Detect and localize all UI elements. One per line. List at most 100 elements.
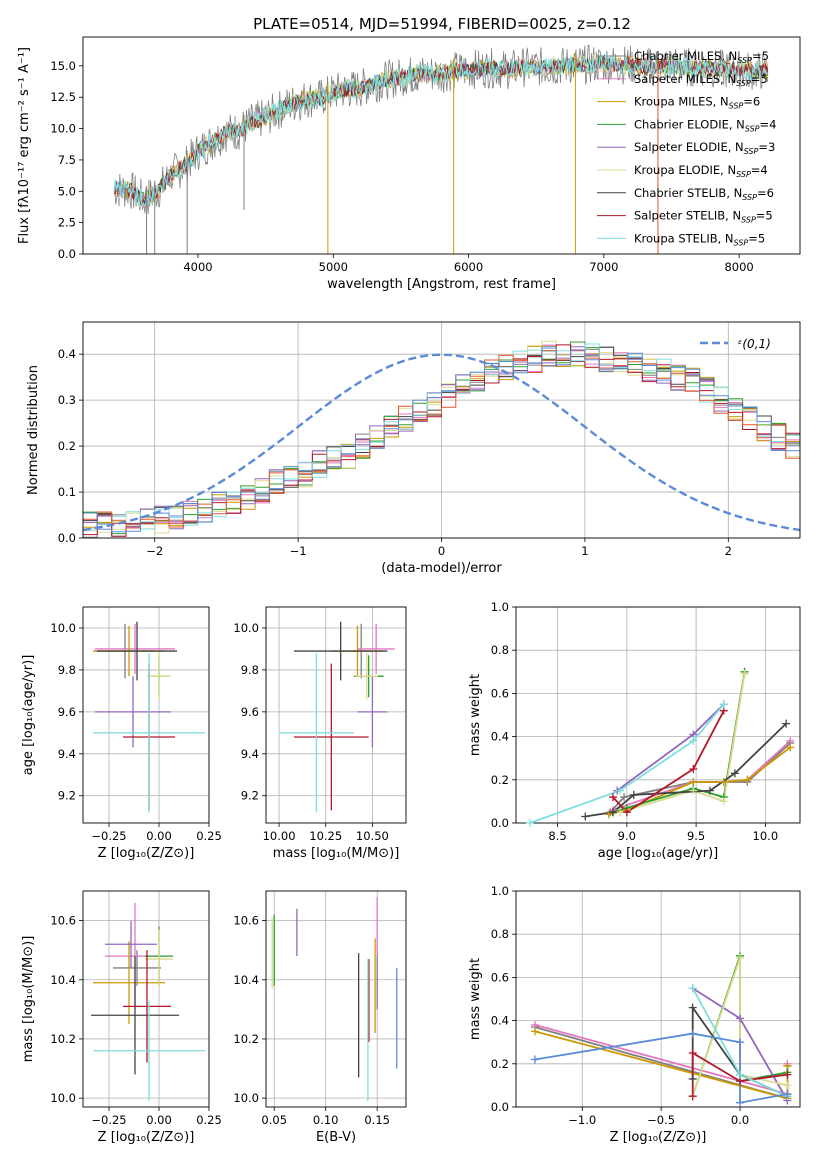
point-marker-chabrier_stelib: [608, 808, 617, 817]
y-tick-label: 10.6: [50, 914, 76, 928]
x-tick-label: 2: [725, 544, 732, 558]
point-marker-kroupa_miles: [604, 810, 613, 819]
point-marker-kroupa_stelib: [736, 1070, 745, 1079]
y-tick-label: 9.8: [241, 663, 259, 677]
chart-age_vs_mass: 10.00 10.25 10.50 9.2 9.4 9.6 9.8 10.0 mass [log…: [233, 606, 407, 861]
y-tick-label: 9.4: [58, 747, 76, 761]
point-marker-chabrier_stelib: [730, 769, 739, 778]
y-tick-label: 0.2: [491, 1057, 509, 1071]
x-tick-label: 10.00: [263, 829, 296, 843]
point-marker-kroupa_stelib: [615, 786, 624, 795]
y-tick-label: 0.0: [491, 1100, 509, 1114]
y-tick-label: 0.1: [58, 485, 76, 499]
y-tick-label: 10.4: [233, 973, 259, 987]
plot-area: [83, 322, 800, 538]
axes-frame: [265, 890, 407, 1108]
axes-frame: [82, 606, 210, 824]
y-tick-label: 2.5: [58, 216, 76, 230]
axes-frame: [82, 321, 801, 539]
y-tick-label: 0.2: [491, 773, 509, 787]
y-tick-label: 7.5: [58, 153, 76, 167]
x-tick-label: 1: [581, 544, 588, 558]
x-tick-label: 0.15: [364, 1113, 390, 1127]
histogram-step: [83, 343, 800, 538]
y-tick-label: 0.3: [58, 393, 76, 407]
x-tick-label: 7000: [589, 260, 618, 274]
point-marker-salpeter_stelib: [622, 808, 631, 817]
y-tick-label: 1.0: [491, 600, 509, 614]
spectrum-line-chabrier_miles: [113, 44, 769, 215]
legend-label: Chabrier MILES, NSSP=5: [634, 49, 769, 65]
y-tick-label: 10.0: [233, 1091, 259, 1105]
x-tick-label: 4000: [183, 260, 212, 274]
x-tick-label: 10.0: [753, 829, 779, 843]
chart-age_vs_Z: −0.25 0.00 0.25 9.2 9.4 9.6 9.8 10.0 Z [log₁₀(Z/…: [21, 606, 222, 861]
series-line-kroupa_stelib: [529, 703, 725, 823]
spectrum-line-salpeter_stelib: [113, 55, 769, 208]
legend-label: Salpeter STELIB, NSSP=5: [634, 209, 773, 225]
point-marker-salpeter_elodie: [736, 1014, 745, 1023]
y-tick-label: 10.0: [50, 122, 76, 136]
point-marker-kroupa_elodie: [783, 1081, 792, 1090]
y-tick-label: 0.0: [58, 247, 76, 261]
point-marker-blue_extra: [736, 1038, 745, 1047]
axes-frame: [515, 890, 801, 1108]
y-tick-label: 10.2: [233, 1032, 259, 1046]
point-marker-kroupa_elodie: [740, 669, 749, 678]
point-marker-kroupa_elodie: [615, 808, 624, 817]
y-tick-label: 10.2: [50, 1032, 76, 1046]
x-axis-label: age [log₁₀(age/yr)]: [598, 846, 719, 861]
x-axis-label: Z [log₁₀(Z/Z⊙)]: [98, 846, 195, 861]
y-tick-label: 0.2: [58, 439, 76, 453]
x-tick-label: 10.25: [309, 829, 342, 843]
legend-label: Salpeter MILES, NSSP=5: [634, 72, 768, 88]
plot-area: [83, 891, 209, 1107]
point-marker-kroupa_stelib: [689, 736, 698, 745]
y-tick-label: 9.2: [241, 789, 259, 803]
point-marker-kroupa_miles: [530, 1027, 539, 1036]
point-marker-salpeter_stelib: [689, 765, 698, 773]
y-tick-label: 10.4: [50, 973, 76, 987]
x-axis-label: wavelength [Angstrom, rest frame]: [327, 277, 556, 292]
point-marker-salpeter_stelib: [688, 1049, 697, 1057]
y-tick-label: 9.4: [241, 747, 259, 761]
point-marker-salpeter_stelib: [608, 793, 617, 802]
x-tick-label: −2: [146, 544, 163, 558]
x-tick-label: 0.25: [196, 829, 222, 843]
axes-frame: [82, 890, 210, 1108]
legend-label: Kroupa ELODIE, NSSP=4: [634, 163, 768, 179]
y-tick-label: 0.6: [491, 970, 509, 984]
point-marker-blue_extra: [530, 1055, 539, 1064]
histogram-step: [83, 346, 800, 538]
x-tick-label: 0.00: [146, 1113, 172, 1127]
plot-area: [113, 44, 769, 254]
y-tick-label: 1.0: [491, 884, 509, 898]
axes-frame: [515, 606, 801, 824]
series-line-salpeter_stelib: [612, 710, 725, 814]
y-axis-label: age [log₁₀(age/yr)]: [21, 655, 36, 776]
x-tick-label: 0.10: [313, 1113, 339, 1127]
y-axis-label: mass [log₁₀(M/M⊙)]: [21, 936, 36, 1063]
x-tick-label: −1.0: [568, 1113, 596, 1127]
point-marker-kroupa_elodie: [736, 953, 745, 962]
histogram-step: [83, 344, 800, 538]
x-tick-label: 6000: [454, 260, 483, 274]
y-tick-label: 0.0: [491, 816, 509, 830]
point-marker-blue_extra: [783, 1090, 792, 1099]
point-marker-chabrier_stelib: [629, 790, 638, 799]
point-marker-kroupa_stelib: [719, 700, 728, 709]
y-tick-label: 0.4: [58, 347, 76, 361]
point-marker-kroupa_miles: [719, 777, 728, 786]
y-tick-label: 0.8: [491, 927, 509, 941]
x-tick-label: −0.5: [647, 1113, 675, 1127]
x-tick-label: 8000: [724, 260, 753, 274]
y-axis-label: mass weight: [468, 958, 483, 1040]
x-tick-label: 9.0: [618, 829, 636, 843]
y-tick-label: 10.0: [233, 621, 259, 635]
x-tick-label: 9.5: [687, 829, 705, 843]
point-marker-chabrier_stelib: [688, 1074, 697, 1083]
chart-mass_weight_vs_age: 8.5 9.0 9.5 10.0 0.0 0.2 0.4 0.6 0.8 1.0 age [log₁…: [468, 600, 801, 861]
x-tick-label: 8.5: [548, 829, 566, 843]
point-marker-chabrier_stelib: [782, 719, 791, 728]
legend-label: Salpeter ELODIE, NSSP=3: [634, 140, 775, 156]
